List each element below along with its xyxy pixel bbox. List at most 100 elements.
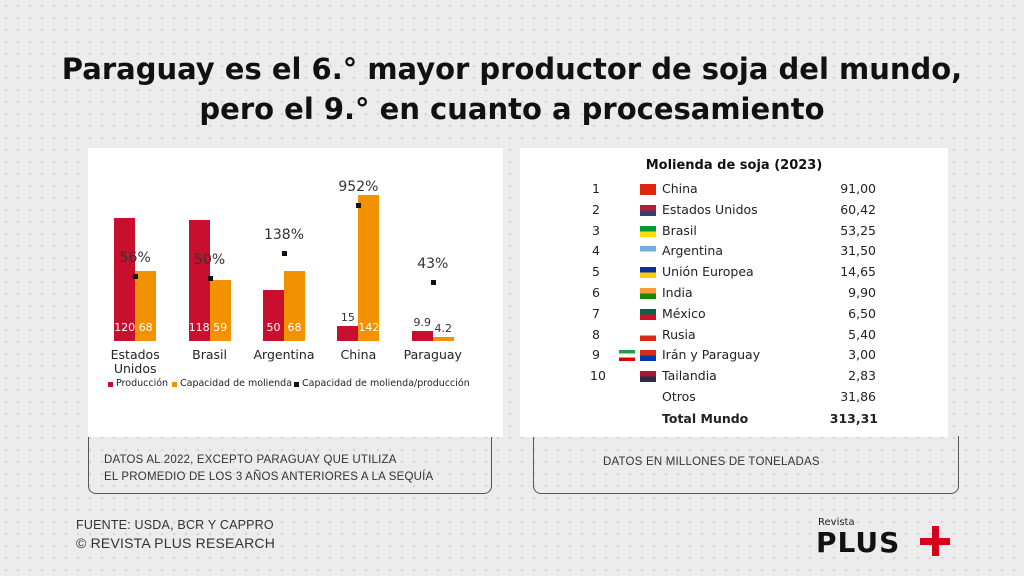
amount: 60,42 — [840, 201, 876, 217]
flag — [640, 350, 656, 362]
country: Argentina — [662, 243, 723, 259]
country: Estados Unidos — [662, 201, 758, 217]
flag — [640, 308, 656, 320]
country: Rusia — [662, 326, 696, 342]
bar — [337, 325, 359, 341]
flag — [640, 225, 656, 237]
flag — [640, 371, 656, 383]
flag — [640, 288, 656, 299]
table-panel — [520, 148, 948, 437]
x-tick-label: China — [340, 347, 377, 362]
value-label: 50 — [266, 321, 281, 334]
x-tick-label: Argentina — [253, 347, 315, 362]
amount: 9,90 — [848, 285, 876, 300]
flag — [640, 204, 656, 216]
ratio-label: 138% — [263, 227, 305, 244]
chart-note: EL PROMEDIO DE LOS 3 AÑOS ANTERIORES A L… — [104, 471, 434, 483]
value-label: 68 — [287, 321, 302, 334]
country: India — [662, 285, 693, 300]
ratio-label: 56% — [119, 249, 151, 266]
country: Brasil — [662, 222, 697, 238]
total-amount: 313,31 — [829, 411, 878, 426]
rank: 3 — [592, 222, 600, 238]
title: pero el 9.° en cuanto a procesamiento — [199, 92, 825, 126]
marker — [430, 280, 436, 286]
chart-note: DATOS AL 2022, EXCEPTO PARAGUAY QUE UTIL… — [104, 454, 397, 466]
note-box — [88, 436, 492, 494]
legend-swatch — [294, 382, 299, 387]
rank: 10 — [590, 368, 606, 384]
country: Irán y Paraguay — [662, 347, 761, 363]
flag — [640, 246, 656, 258]
legend-swatch — [108, 382, 113, 387]
legend-label: Capacidad de molienda/producción — [302, 378, 470, 389]
value-label: 4.2 — [434, 321, 453, 335]
bar — [411, 330, 433, 341]
marker — [282, 251, 287, 257]
value-label: 68 — [138, 321, 153, 334]
bar — [284, 271, 305, 341]
legend-label: Producción — [116, 378, 169, 389]
table-title: Molienda de soja (2023) — [645, 158, 823, 173]
copyright: © REVISTA PLUS RESEARCH — [76, 535, 276, 551]
ratio-label: 50% — [194, 252, 226, 269]
marker — [207, 276, 213, 282]
flag — [640, 267, 656, 279]
legend-label: Capacidad de molienda — [180, 378, 293, 389]
rank: 9 — [592, 347, 600, 363]
ratio-label: 952% — [338, 179, 379, 196]
bar — [209, 280, 231, 341]
bar — [188, 219, 210, 341]
value-label: 15 — [340, 310, 355, 324]
value-label: 142 — [358, 321, 380, 334]
logo: PLUS — [816, 526, 901, 559]
total-label: Total Mundo — [662, 411, 749, 426]
legend-swatch — [172, 382, 177, 387]
country: Unión Europea — [662, 264, 754, 280]
country: Tailandia — [662, 368, 717, 384]
flag — [640, 184, 656, 195]
bar — [263, 289, 284, 341]
value-label: 9.9 — [413, 315, 432, 329]
x-tick-label: Paraguay — [403, 347, 462, 362]
title: Paraguay es el 6.° mayor productor de so… — [61, 52, 963, 86]
logo-small: Revista — [818, 517, 855, 528]
amount: 91,00 — [840, 181, 876, 196]
rank: 7 — [592, 305, 600, 321]
x-tick-label: Brasil — [192, 347, 228, 362]
bar — [114, 217, 136, 341]
source: FUENTE: USDA, BCR Y CAPPRO — [76, 518, 274, 532]
flag — [619, 350, 635, 362]
bar — [135, 271, 157, 341]
logo-plus — [932, 526, 939, 556]
amount: 31,86 — [840, 389, 876, 404]
value-label: 118 — [188, 321, 210, 334]
amount: 5,40 — [848, 326, 876, 342]
country: México — [662, 305, 706, 321]
country: Otros — [662, 389, 696, 404]
bar — [432, 336, 454, 341]
amount: 31,50 — [840, 243, 876, 259]
rank: 4 — [592, 243, 600, 259]
marker — [133, 273, 139, 279]
rank: 2 — [592, 201, 600, 217]
value-label: 120 — [114, 321, 136, 334]
value-label: 59 — [213, 321, 228, 334]
amount: 53,25 — [840, 222, 876, 238]
amount: 2,83 — [848, 368, 876, 384]
rank: 1 — [592, 181, 600, 196]
flag — [640, 329, 656, 341]
amount: 3,00 — [848, 347, 876, 363]
rank: 6 — [592, 285, 600, 300]
country: China — [662, 181, 698, 196]
x-tick-label: Estados Unidos — [110, 347, 160, 376]
ratio-label: 43% — [417, 256, 449, 273]
amount: 14,65 — [840, 264, 876, 280]
rank: 8 — [592, 326, 600, 342]
table-note: DATOS EN MILLONES DE TONELADAS — [603, 456, 820, 468]
rank: 5 — [592, 264, 600, 280]
bar — [358, 195, 380, 341]
amount: 6,50 — [848, 305, 876, 321]
marker — [356, 203, 362, 209]
